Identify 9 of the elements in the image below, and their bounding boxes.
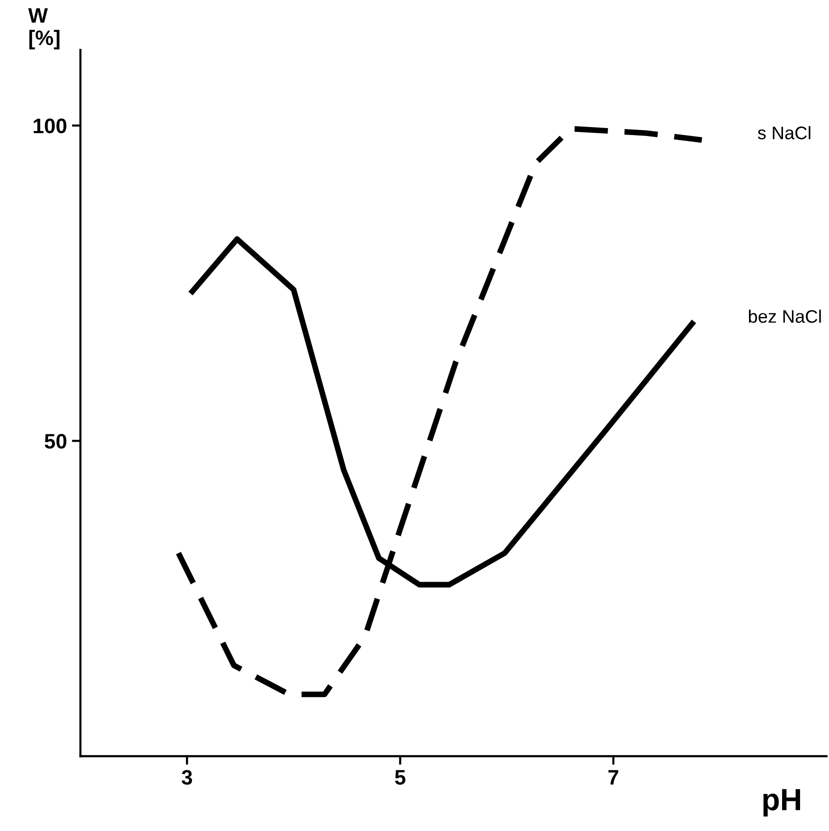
x-tick-label: 5: [395, 770, 406, 785]
y-axis-title: W [%]: [28, 8, 60, 50]
y-tick-label: 100: [34, 118, 66, 134]
x-axis-title: pH: [763, 789, 800, 816]
y-tick-label: 50: [44, 434, 66, 449]
text: bez NaCl: [748, 310, 821, 323]
text: s NaCl: [758, 126, 810, 140]
x-tick-label: 7: [608, 770, 618, 784]
x-tick-label: 3: [182, 770, 192, 785]
